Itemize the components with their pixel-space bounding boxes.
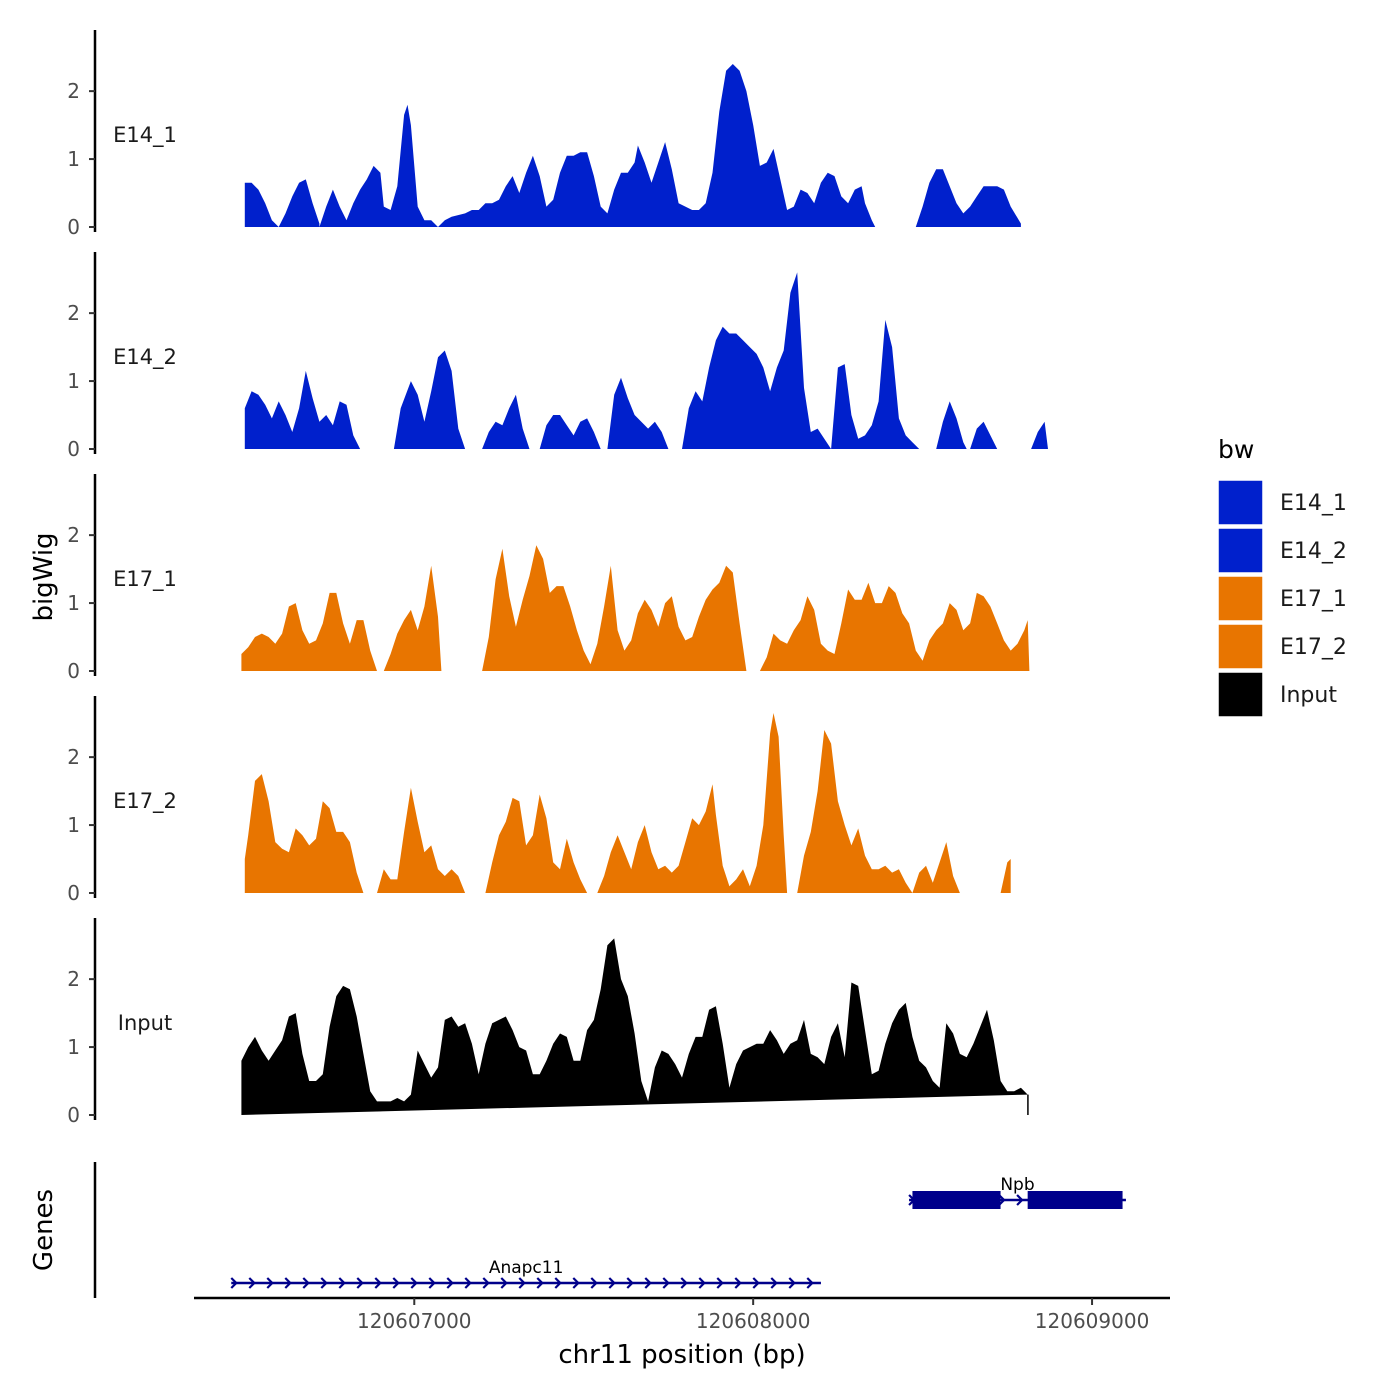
gene-label: Npb bbox=[1000, 1175, 1034, 1195]
gene-Anapc11: Anapc11 bbox=[230, 1258, 821, 1289]
strand-arrow bbox=[392, 1277, 400, 1289]
strand-arrow bbox=[428, 1277, 436, 1289]
track-label: Input bbox=[118, 1011, 172, 1035]
strand-arrow bbox=[554, 1277, 562, 1289]
strand-arrow bbox=[248, 1277, 256, 1289]
strand-arrow bbox=[734, 1277, 742, 1289]
y-tick-label: 2 bbox=[67, 301, 80, 325]
gene-track: Anapc11 Npb bbox=[93, 1162, 1126, 1298]
track-label: E17_2 bbox=[113, 789, 177, 814]
coverage-area-E14_2 bbox=[244, 272, 1049, 449]
strand-arrow bbox=[374, 1277, 382, 1289]
strand-arrow bbox=[770, 1277, 778, 1289]
gene-Npb: Npb bbox=[908, 1175, 1126, 1209]
legend-swatch-Input bbox=[1217, 671, 1264, 718]
track-label: E17_1 bbox=[113, 567, 177, 592]
strand-arrow bbox=[698, 1277, 706, 1289]
gene-label: Anapc11 bbox=[489, 1258, 564, 1278]
strand-arrow bbox=[716, 1277, 724, 1289]
legend-label: E17_1 bbox=[1280, 587, 1347, 612]
legend-swatch-E14_1 bbox=[1217, 479, 1264, 526]
x-axis: 120607000 120608000 120609000 bbox=[194, 1296, 1170, 1333]
strand-arrow bbox=[338, 1277, 346, 1289]
strand-arrow bbox=[590, 1277, 598, 1289]
coverage-tracks: 0 1 2 E14_1 0 1 2 E14_2 0 1 2 E17_1 0 1 2 E17_2 0 1 2 Input bbox=[67, 30, 1049, 1127]
strand-arrow bbox=[302, 1277, 310, 1289]
x-tick-label: 120609000 bbox=[1035, 1309, 1150, 1333]
strand-arrow bbox=[608, 1277, 616, 1289]
coverage-area-E14_1 bbox=[244, 64, 1021, 227]
strand-arrow bbox=[482, 1277, 490, 1289]
strand-arrow bbox=[1016, 1194, 1024, 1206]
strand-arrow bbox=[680, 1277, 688, 1289]
y-tick-label: 2 bbox=[67, 745, 80, 769]
y-tick-label: 0 bbox=[67, 1103, 80, 1127]
y-tick-label: 0 bbox=[67, 437, 80, 461]
y-tick-label: 1 bbox=[67, 1035, 80, 1059]
strand-arrow bbox=[752, 1277, 760, 1289]
y-tick-label: 2 bbox=[67, 523, 80, 547]
y-tick-label: 0 bbox=[67, 881, 80, 905]
track-label: E14_1 bbox=[113, 123, 177, 148]
y-tick-label: 2 bbox=[67, 79, 80, 103]
strand-arrow bbox=[230, 1277, 238, 1289]
strand-arrow bbox=[356, 1277, 364, 1289]
strand-arrow bbox=[284, 1277, 292, 1289]
strand-arrow bbox=[644, 1277, 652, 1289]
track-label: E14_2 bbox=[113, 345, 177, 370]
y-tick-label: 0 bbox=[67, 215, 80, 239]
track-E17_2: 0 1 2 E17_2 bbox=[67, 696, 1011, 905]
coverage-edge bbox=[1027, 1094, 1029, 1115]
legend-label: Input bbox=[1280, 683, 1337, 708]
strand-arrow bbox=[626, 1277, 634, 1289]
strand-arrow bbox=[788, 1277, 796, 1289]
y-tick-label: 1 bbox=[67, 369, 80, 393]
track-E14_1: 0 1 2 E14_1 bbox=[67, 30, 1021, 239]
coverage-area-E17_2 bbox=[244, 713, 1011, 893]
legend-label: E14_2 bbox=[1280, 539, 1347, 564]
x-tick-label: 120607000 bbox=[357, 1309, 472, 1333]
legend-title: bw bbox=[1218, 435, 1254, 464]
strand-arrow bbox=[572, 1277, 580, 1289]
track-Input: 0 1 2 Input bbox=[67, 918, 1029, 1127]
track-E17_1: 0 1 2 E17_1 bbox=[67, 474, 1030, 683]
gene-track-title: Genes bbox=[29, 1189, 59, 1271]
y-tick-label: 0 bbox=[67, 659, 80, 683]
strand-arrow bbox=[320, 1277, 328, 1289]
strand-arrow bbox=[518, 1277, 526, 1289]
y-tick-label: 1 bbox=[67, 813, 80, 837]
strand-arrow bbox=[536, 1277, 544, 1289]
y-tick-label: 1 bbox=[67, 147, 80, 171]
y-axis-title: bigWig bbox=[29, 532, 59, 621]
strand-arrow bbox=[662, 1277, 670, 1289]
x-axis-title: chr11 position (bp) bbox=[558, 1340, 805, 1370]
exon bbox=[1027, 1191, 1123, 1209]
x-tick-label: 120608000 bbox=[696, 1309, 811, 1333]
legend: bw E14_1 E14_2 E17_1 E17_2 Input bbox=[1217, 435, 1347, 718]
y-tick-label: 1 bbox=[67, 591, 80, 615]
legend-label: E14_1 bbox=[1280, 491, 1347, 516]
strand-arrow bbox=[464, 1277, 472, 1289]
legend-swatch-E14_2 bbox=[1217, 527, 1264, 574]
legend-label: E17_2 bbox=[1280, 635, 1347, 660]
coverage-area-E17_1 bbox=[241, 545, 1030, 671]
coverage-area-Input bbox=[241, 938, 1028, 1115]
strand-arrow bbox=[446, 1277, 454, 1289]
legend-swatch-E17_2 bbox=[1217, 623, 1264, 670]
legend-swatch-E17_1 bbox=[1217, 575, 1264, 622]
track-E14_2: 0 1 2 E14_2 bbox=[67, 252, 1049, 461]
strand-arrow bbox=[410, 1277, 418, 1289]
y-tick-label: 2 bbox=[67, 967, 80, 991]
strand-arrow bbox=[266, 1277, 274, 1289]
strand-arrow bbox=[806, 1277, 814, 1289]
strand-arrow bbox=[500, 1277, 508, 1289]
strand-arrow bbox=[998, 1194, 1006, 1206]
exon bbox=[912, 1191, 1001, 1209]
